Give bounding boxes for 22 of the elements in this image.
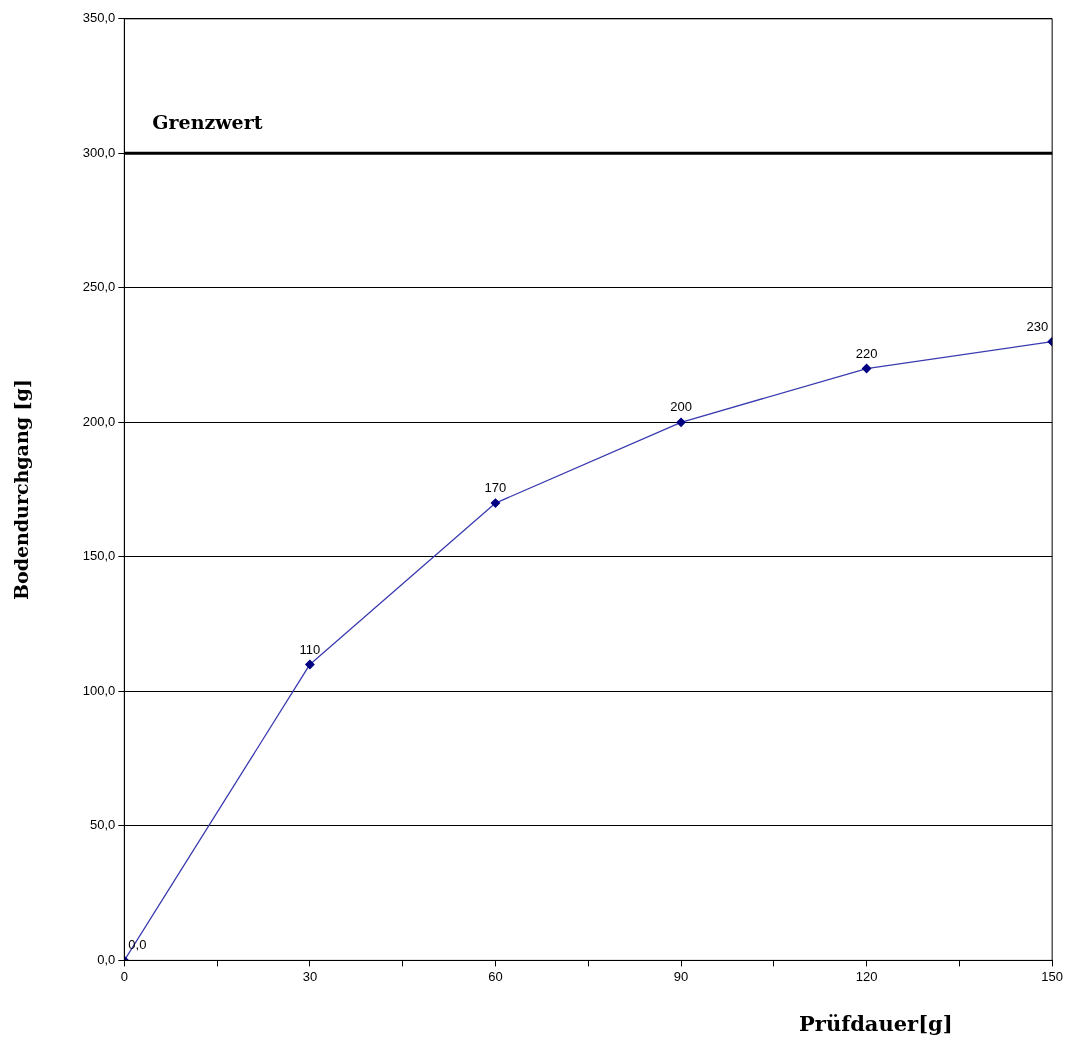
x-axis-title: Prüfdauer[g] — [799, 1010, 953, 1036]
data-label: 200 — [670, 399, 692, 415]
y-tick-label: 150,0 — [82, 548, 116, 564]
y-tick-label: 200,0 — [82, 413, 116, 429]
y-tick-label: 250,0 — [82, 279, 116, 295]
y-tick-label: 300,0 — [82, 144, 116, 160]
ref-line-label: Grenzwert — [152, 110, 263, 133]
y-axis-title: Bodendurchgang [g] — [10, 379, 33, 601]
data-label: 230 — [1026, 318, 1049, 334]
y-tick-label: 350,0 — [82, 10, 116, 26]
data-label: 220 — [855, 345, 878, 361]
y-tick-label: 100,0 — [82, 682, 116, 698]
y-tick-label: 0,0 — [97, 951, 116, 967]
data-label: 110 — [299, 641, 321, 657]
x-tick-label: 120 — [855, 968, 878, 984]
x-tick-label: 150 — [1041, 968, 1064, 984]
y-tick-label: 50,0 — [90, 817, 116, 833]
x-tick-label: 30 — [302, 968, 318, 984]
x-tick-label: 0 — [120, 968, 128, 984]
x-tick-label: 90 — [673, 968, 689, 984]
data-label: 170 — [484, 480, 507, 496]
x-tick-label: 60 — [488, 968, 503, 984]
